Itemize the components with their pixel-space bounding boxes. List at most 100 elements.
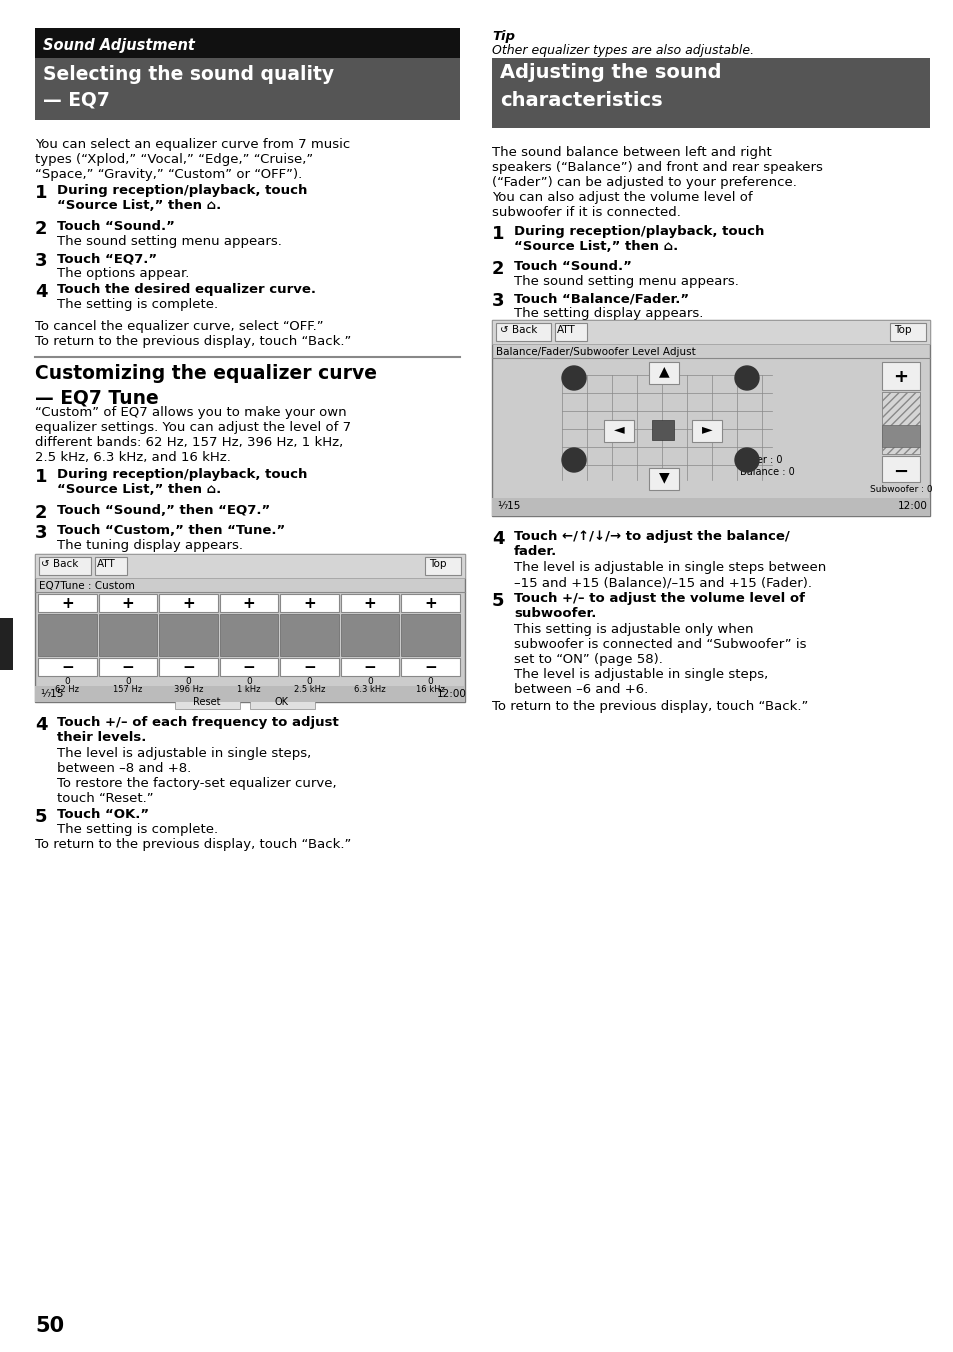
Text: You can also adjust the volume level of: You can also adjust the volume level of xyxy=(492,191,752,204)
Bar xyxy=(159,614,217,656)
Text: subwoofer if it is connected.: subwoofer if it is connected. xyxy=(492,206,680,219)
Text: You can select an equalizer curve from 7 music: You can select an equalizer curve from 7… xyxy=(35,138,350,151)
Text: 4: 4 xyxy=(35,717,48,734)
Circle shape xyxy=(561,366,585,389)
Text: Adjusting the sound: Adjusting the sound xyxy=(499,64,720,82)
Bar xyxy=(174,695,240,708)
Text: ▼: ▼ xyxy=(658,470,669,484)
Bar xyxy=(401,658,459,676)
Text: between –8 and +8.: between –8 and +8. xyxy=(57,763,191,775)
Text: During reception/playback, touch: During reception/playback, touch xyxy=(514,224,763,238)
Text: 396 Hz: 396 Hz xyxy=(173,685,203,694)
Text: Other equalizer types are also adjustable.: Other equalizer types are also adjustabl… xyxy=(492,45,753,57)
Text: The sound setting menu appears.: The sound setting menu appears. xyxy=(514,274,739,288)
Text: Touch “Balance/Fader.”: Touch “Balance/Fader.” xyxy=(514,292,688,306)
Text: 4: 4 xyxy=(492,530,504,548)
Text: 0: 0 xyxy=(246,677,252,685)
Text: To cancel the equalizer curve, select “OFF.”: To cancel the equalizer curve, select “O… xyxy=(35,320,323,333)
Text: +: + xyxy=(363,596,376,611)
Text: equalizer settings. You can adjust the level of 7: equalizer settings. You can adjust the l… xyxy=(35,420,351,434)
Text: 1 kHz: 1 kHz xyxy=(237,685,260,694)
Text: Touch “EQ7.”: Touch “EQ7.” xyxy=(57,251,157,265)
Bar xyxy=(492,498,929,516)
Bar xyxy=(882,456,919,483)
Text: ATT: ATT xyxy=(557,324,576,335)
Bar xyxy=(340,614,399,656)
Bar xyxy=(38,614,96,656)
Text: 12:00: 12:00 xyxy=(436,690,466,699)
Bar xyxy=(603,420,634,442)
Bar xyxy=(95,557,127,575)
Text: Sound Adjustment: Sound Adjustment xyxy=(43,38,194,53)
Text: Touch “OK.”: Touch “OK.” xyxy=(57,808,149,821)
Bar xyxy=(280,594,338,612)
Text: This setting is adjustable only when: This setting is adjustable only when xyxy=(514,623,753,635)
Text: OK: OK xyxy=(274,698,289,707)
Text: ►: ► xyxy=(701,422,712,435)
Bar xyxy=(691,420,721,442)
Text: The tuning display appears.: The tuning display appears. xyxy=(57,539,243,552)
Bar xyxy=(340,658,399,676)
Bar xyxy=(98,658,157,676)
Text: (“Fader”) can be adjusted to your preference.: (“Fader”) can be adjusted to your prefer… xyxy=(492,176,796,189)
Bar xyxy=(219,594,278,612)
Bar xyxy=(0,618,13,671)
Text: +: + xyxy=(61,596,73,611)
Text: Touch “Custom,” then “Tune.”: Touch “Custom,” then “Tune.” xyxy=(57,525,285,537)
Bar xyxy=(219,658,278,676)
Text: Touch the desired equalizer curve.: Touch the desired equalizer curve. xyxy=(57,283,315,296)
Text: −: − xyxy=(121,660,134,675)
Text: 0: 0 xyxy=(125,677,131,685)
Text: ⅐15: ⅐15 xyxy=(40,690,63,699)
Bar xyxy=(401,614,459,656)
Bar xyxy=(882,392,919,454)
Text: subwoofer is connected and “Subwoofer” is: subwoofer is connected and “Subwoofer” i… xyxy=(514,638,805,652)
Bar xyxy=(651,420,673,439)
Text: 4: 4 xyxy=(35,283,48,301)
Text: +: + xyxy=(893,368,907,387)
Bar xyxy=(219,614,278,656)
Text: The sound setting menu appears.: The sound setting menu appears. xyxy=(57,235,281,247)
Text: ATT: ATT xyxy=(97,558,115,569)
Text: The level is adjustable in single steps,: The level is adjustable in single steps, xyxy=(514,668,767,681)
Bar xyxy=(159,594,217,612)
Text: Balance/Fader/Subwoofer Level Adjust: Balance/Fader/Subwoofer Level Adjust xyxy=(496,347,695,357)
Bar xyxy=(496,323,551,341)
Text: touch “Reset.”: touch “Reset.” xyxy=(57,792,153,804)
Text: Selecting the sound quality: Selecting the sound quality xyxy=(43,65,334,84)
Bar xyxy=(882,362,919,389)
Text: subwoofer.: subwoofer. xyxy=(514,607,596,621)
Text: types (“Xplod,” “Vocal,” “Edge,” “Cruise,”: types (“Xplod,” “Vocal,” “Edge,” “Cruise… xyxy=(35,153,313,166)
Text: 157 Hz: 157 Hz xyxy=(113,685,142,694)
Bar xyxy=(882,425,919,448)
Text: The setting is complete.: The setting is complete. xyxy=(57,823,218,836)
Text: “Source List,” then ⌂.: “Source List,” then ⌂. xyxy=(57,199,221,212)
Text: “Custom” of EQ7 allows you to make your own: “Custom” of EQ7 allows you to make your … xyxy=(35,406,346,419)
Text: To return to the previous display, touch “Back.”: To return to the previous display, touch… xyxy=(35,838,351,850)
Text: Touch “Sound,” then “EQ7.”: Touch “Sound,” then “EQ7.” xyxy=(57,504,270,516)
Bar xyxy=(35,554,464,702)
Text: Touch ←/↑/↓/→ to adjust the balance/: Touch ←/↑/↓/→ to adjust the balance/ xyxy=(514,530,789,544)
Text: 1: 1 xyxy=(492,224,504,243)
Text: 5: 5 xyxy=(35,808,48,826)
Bar xyxy=(889,323,925,341)
Text: 12:00: 12:00 xyxy=(897,502,927,511)
Text: 2: 2 xyxy=(35,220,48,238)
Text: ↺ Back: ↺ Back xyxy=(499,324,537,335)
Text: 0: 0 xyxy=(186,677,192,685)
Text: Touch +/– of each frequency to adjust: Touch +/– of each frequency to adjust xyxy=(57,717,338,729)
Bar xyxy=(98,614,157,656)
Text: 1: 1 xyxy=(35,468,48,485)
Text: 5: 5 xyxy=(492,592,504,610)
Bar xyxy=(492,320,929,516)
Bar xyxy=(492,320,929,343)
Text: The options appear.: The options appear. xyxy=(57,266,190,280)
Bar xyxy=(35,685,464,702)
Text: 16 kHz: 16 kHz xyxy=(416,685,445,694)
Text: Reset: Reset xyxy=(193,698,220,707)
Bar xyxy=(159,658,217,676)
Text: During reception/playback, touch: During reception/playback, touch xyxy=(57,184,307,197)
Text: their levels.: their levels. xyxy=(57,731,146,744)
Text: The level is adjustable in single steps,: The level is adjustable in single steps, xyxy=(57,748,311,760)
Text: Customizing the equalizer curve: Customizing the equalizer curve xyxy=(35,364,376,383)
